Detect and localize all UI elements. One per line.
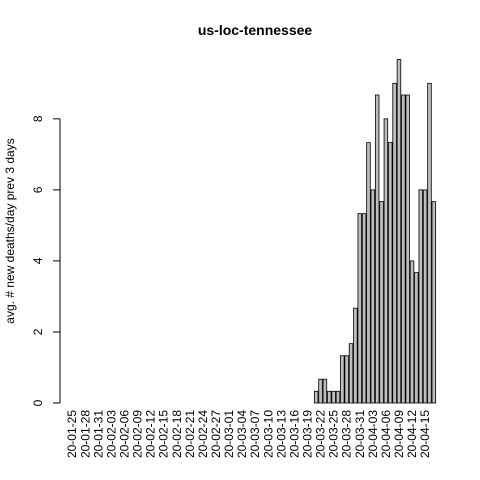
x-tick-label: 20-04-03 — [366, 410, 380, 458]
x-tick-label: 20-04-15 — [418, 410, 432, 458]
bar — [379, 201, 384, 404]
y-tick-label: 2 — [31, 328, 45, 335]
bar — [422, 189, 428, 404]
x-tick-label: 20-03-10 — [261, 410, 275, 458]
bar — [396, 59, 402, 404]
bar — [418, 189, 423, 404]
x-tick-label: 20-02-21 — [183, 410, 197, 458]
bar — [427, 82, 432, 404]
x-tick-label: 20-04-06 — [379, 410, 393, 458]
x-tick-label: 20-02-09 — [131, 410, 145, 458]
x-tick-label: 20-03-07 — [248, 410, 262, 458]
bar — [344, 355, 349, 404]
y-tick-label: 8 — [31, 115, 45, 122]
x-tick-label: 20-03-25 — [327, 410, 341, 458]
bar — [361, 213, 367, 404]
bar — [374, 94, 380, 404]
x-tick-label: 20-01-28 — [78, 410, 92, 458]
bar — [388, 142, 393, 404]
x-tick-label: 20-03-13 — [274, 410, 288, 458]
bar — [322, 378, 328, 404]
bar — [392, 82, 397, 404]
x-tick-label: 20-03-31 — [353, 410, 367, 458]
y-tick-label: 4 — [31, 257, 45, 264]
x-tick-label: 20-03-22 — [314, 410, 328, 458]
x-tick-label: 20-02-03 — [104, 410, 118, 458]
bar — [357, 213, 362, 404]
bar — [431, 201, 437, 404]
chart-title: us-loc-tennessee — [198, 22, 313, 38]
bar — [366, 142, 371, 404]
bar — [318, 378, 323, 404]
bar — [383, 118, 389, 404]
x-tick-label: 20-02-06 — [117, 410, 131, 458]
x-tick-label: 20-02-27 — [209, 410, 223, 458]
bar — [331, 390, 336, 404]
bar — [335, 390, 341, 404]
bar — [401, 94, 406, 404]
bar — [405, 94, 410, 404]
y-tick-label: 0 — [31, 399, 45, 406]
bar — [414, 272, 419, 404]
bar — [409, 260, 415, 404]
x-tick-label: 20-03-01 — [222, 410, 236, 458]
y-tick-label: 6 — [31, 186, 45, 193]
x-tick-label: 20-03-16 — [287, 410, 301, 458]
x-tick-label: 20-03-04 — [235, 410, 249, 458]
bar — [327, 390, 332, 404]
x-tick-label: 20-01-25 — [65, 410, 79, 458]
x-tick-label: 20-02-24 — [196, 410, 210, 458]
y-axis-label: avg. # new deaths/day prev 3 days — [3, 138, 17, 323]
bar — [348, 343, 354, 404]
x-tick-label: 20-04-09 — [392, 410, 406, 458]
bar — [353, 307, 358, 404]
x-tick-label: 20-02-15 — [157, 410, 171, 458]
x-tick-label: 20-02-18 — [170, 410, 184, 458]
x-tick-label: 20-02-12 — [144, 410, 158, 458]
x-tick-label: 20-04-12 — [405, 410, 419, 458]
x-tick-label: 20-03-19 — [300, 410, 314, 458]
x-tick-label: 20-01-31 — [91, 410, 105, 458]
bar — [313, 390, 319, 404]
bar — [340, 355, 345, 404]
x-tick-label: 20-03-28 — [340, 410, 354, 458]
bar — [370, 189, 376, 404]
